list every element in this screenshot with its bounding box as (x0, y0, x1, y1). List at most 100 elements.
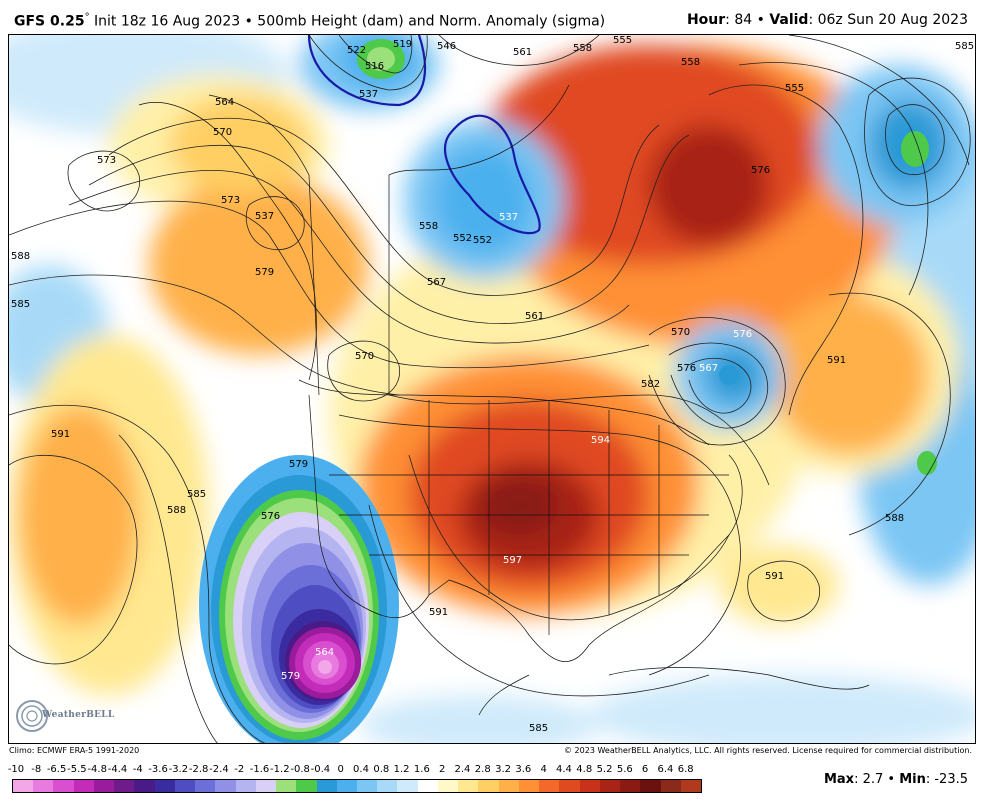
contour-label: 519 (393, 39, 412, 50)
contour-label: 579 (255, 267, 274, 278)
contour-label: 591 (51, 429, 70, 440)
colorbar-label: 1.6 (413, 764, 430, 775)
contour-label: 522 (347, 45, 366, 56)
colorbar-swatch (134, 780, 155, 792)
colorbar-label: -1.2 (270, 764, 290, 775)
valid-time: Hour: 84 • Valid: 06z Sun 20 Aug 2023 (687, 12, 968, 28)
contour-label: 570 (213, 127, 232, 138)
colorbar-label: -10 (7, 764, 25, 775)
contour-label: 591 (765, 571, 784, 582)
min-label: Min (899, 772, 926, 787)
contour-label: 558 (573, 43, 592, 54)
contour-label: 537 (359, 89, 378, 100)
colorbar-swatch (195, 780, 216, 792)
contour-label: 588 (167, 505, 186, 516)
colorbar-label: 5.2 (596, 764, 613, 775)
contour-label: 585 (11, 299, 30, 310)
min-value: : -23.5 (925, 772, 968, 787)
map-title: GFS 0.25° Init 18z 16 Aug 2023 • 500mb H… (14, 12, 605, 30)
colorbar-label: 4.4 (555, 764, 572, 775)
colorbar-label: -4.8 (87, 764, 107, 775)
colorbar-swatch (417, 780, 438, 792)
colorbar-label: 1.2 (393, 764, 410, 775)
colorbar-swatch (174, 780, 196, 792)
contour-label: 591 (429, 607, 448, 618)
degree-symbol: ° (84, 12, 90, 23)
colorbar-swatch (620, 780, 641, 792)
climo-note: Climo: ECMWF ERA-5 1991-2020 (9, 746, 140, 755)
colorbar-label: -8 (31, 764, 42, 775)
contour-label: 564 (315, 647, 334, 658)
colorbar-swatch (377, 780, 398, 792)
colorbar-label: 6.8 (677, 764, 694, 775)
colorbar-label: 3.6 (515, 764, 532, 775)
colorbar-label: 6.4 (657, 764, 674, 775)
contour-label: 558 (419, 221, 438, 232)
colorbar-swatch (73, 780, 94, 792)
max-min-readout: Max: 2.7 • Min: -23.5 (824, 772, 968, 787)
colorbar-swatch (33, 780, 54, 792)
contour-label: 579 (281, 671, 300, 682)
colorbar-label: -2.4 (209, 764, 229, 775)
contour-label: 588 (885, 513, 904, 524)
contour-label: 594 (591, 435, 610, 446)
model-name: GFS 0.25 (14, 13, 85, 30)
colorbar-labels: -10 -8 -6.5 -5.5 -4.8 -4.4 -4 -3.6 -3.2 -2.8 -2.4-… (8, 764, 702, 778)
max-label: Max (823, 772, 855, 787)
weatherbell-logo: WeatherBELL (14, 696, 114, 736)
colorbar-label: -0.8 (290, 764, 310, 775)
contour-label: 576 (677, 363, 696, 374)
contour-label: 576 (751, 165, 770, 176)
colorbar-label: -4 (132, 764, 143, 775)
colorbar-swatch (154, 780, 175, 792)
colorbar-swatch (478, 780, 499, 792)
copyright-note: © 2023 WeatherBELL Analytics, LLC. All r… (564, 746, 972, 755)
header-bar: GFS 0.25° Init 18z 16 Aug 2023 • 500mb H… (0, 0, 984, 34)
max-value: : 2.7 • (854, 772, 900, 787)
contour-label: 555 (613, 35, 632, 46)
contour-label: 570 (671, 327, 690, 338)
colorbar-label: -1.6 (249, 764, 270, 775)
anomaly-map-svg: 537 537 522 516 519 546 561 558 555 558 … (9, 35, 975, 743)
valid-value: : 06z Sun 20 Aug 2023 (808, 12, 968, 28)
colorbar-swatch (53, 780, 74, 792)
colorbar-swatch (539, 780, 560, 792)
colorbar-swatch (640, 780, 661, 792)
colorbar-swatch (498, 780, 519, 792)
colorbar-swatch (296, 780, 317, 792)
colorbar-label: 2.4 (454, 764, 471, 775)
contour-label: 585 (529, 723, 548, 734)
contour-label: 555 (785, 83, 804, 94)
contour-label: 591 (827, 355, 846, 366)
anomaly-colorbar: -10 -8 -6.5 -5.5 -4.8 -4.4 -4 -3.6 -3.2 -2.8 -2.4-… (8, 764, 702, 804)
contour-label: 573 (221, 195, 240, 206)
logo-swirl-icon (16, 700, 48, 732)
valid-label: Valid (769, 12, 809, 28)
colorbar-label: -6.5 (46, 764, 67, 775)
colorbar-label: -2.8 (188, 764, 209, 775)
contour-label: 588 (11, 251, 30, 262)
contour-537-hudson (444, 114, 541, 235)
contour-label: 561 (525, 311, 544, 322)
colorbar-swatch (93, 780, 115, 792)
colorbar-label: -2 (234, 764, 245, 775)
colorbar-swatch (356, 780, 378, 792)
contour-label: 564 (215, 97, 234, 108)
contour-label: 597 (503, 555, 522, 566)
colorbar-swatch (559, 780, 580, 792)
green-anomaly-subtropical (917, 451, 937, 475)
colorbar-swatch (458, 780, 479, 792)
colorbar-swatch (397, 780, 418, 792)
hour-value: : 84 • (725, 12, 770, 28)
borders (138, 84, 870, 716)
contour-label: 567 (427, 277, 446, 288)
colorbar-swatch (235, 780, 256, 792)
colorbar-label: 5.6 (616, 764, 633, 775)
colorbar-label: 0.8 (373, 764, 390, 775)
colorbar-label: 4.8 (576, 764, 593, 775)
contour-label: 561 (513, 47, 532, 58)
contour-label: 516 (365, 61, 384, 72)
contour-label: 537 (499, 212, 518, 223)
green-anomaly-atlantic (901, 131, 929, 167)
colorbar-swatch (579, 780, 600, 792)
